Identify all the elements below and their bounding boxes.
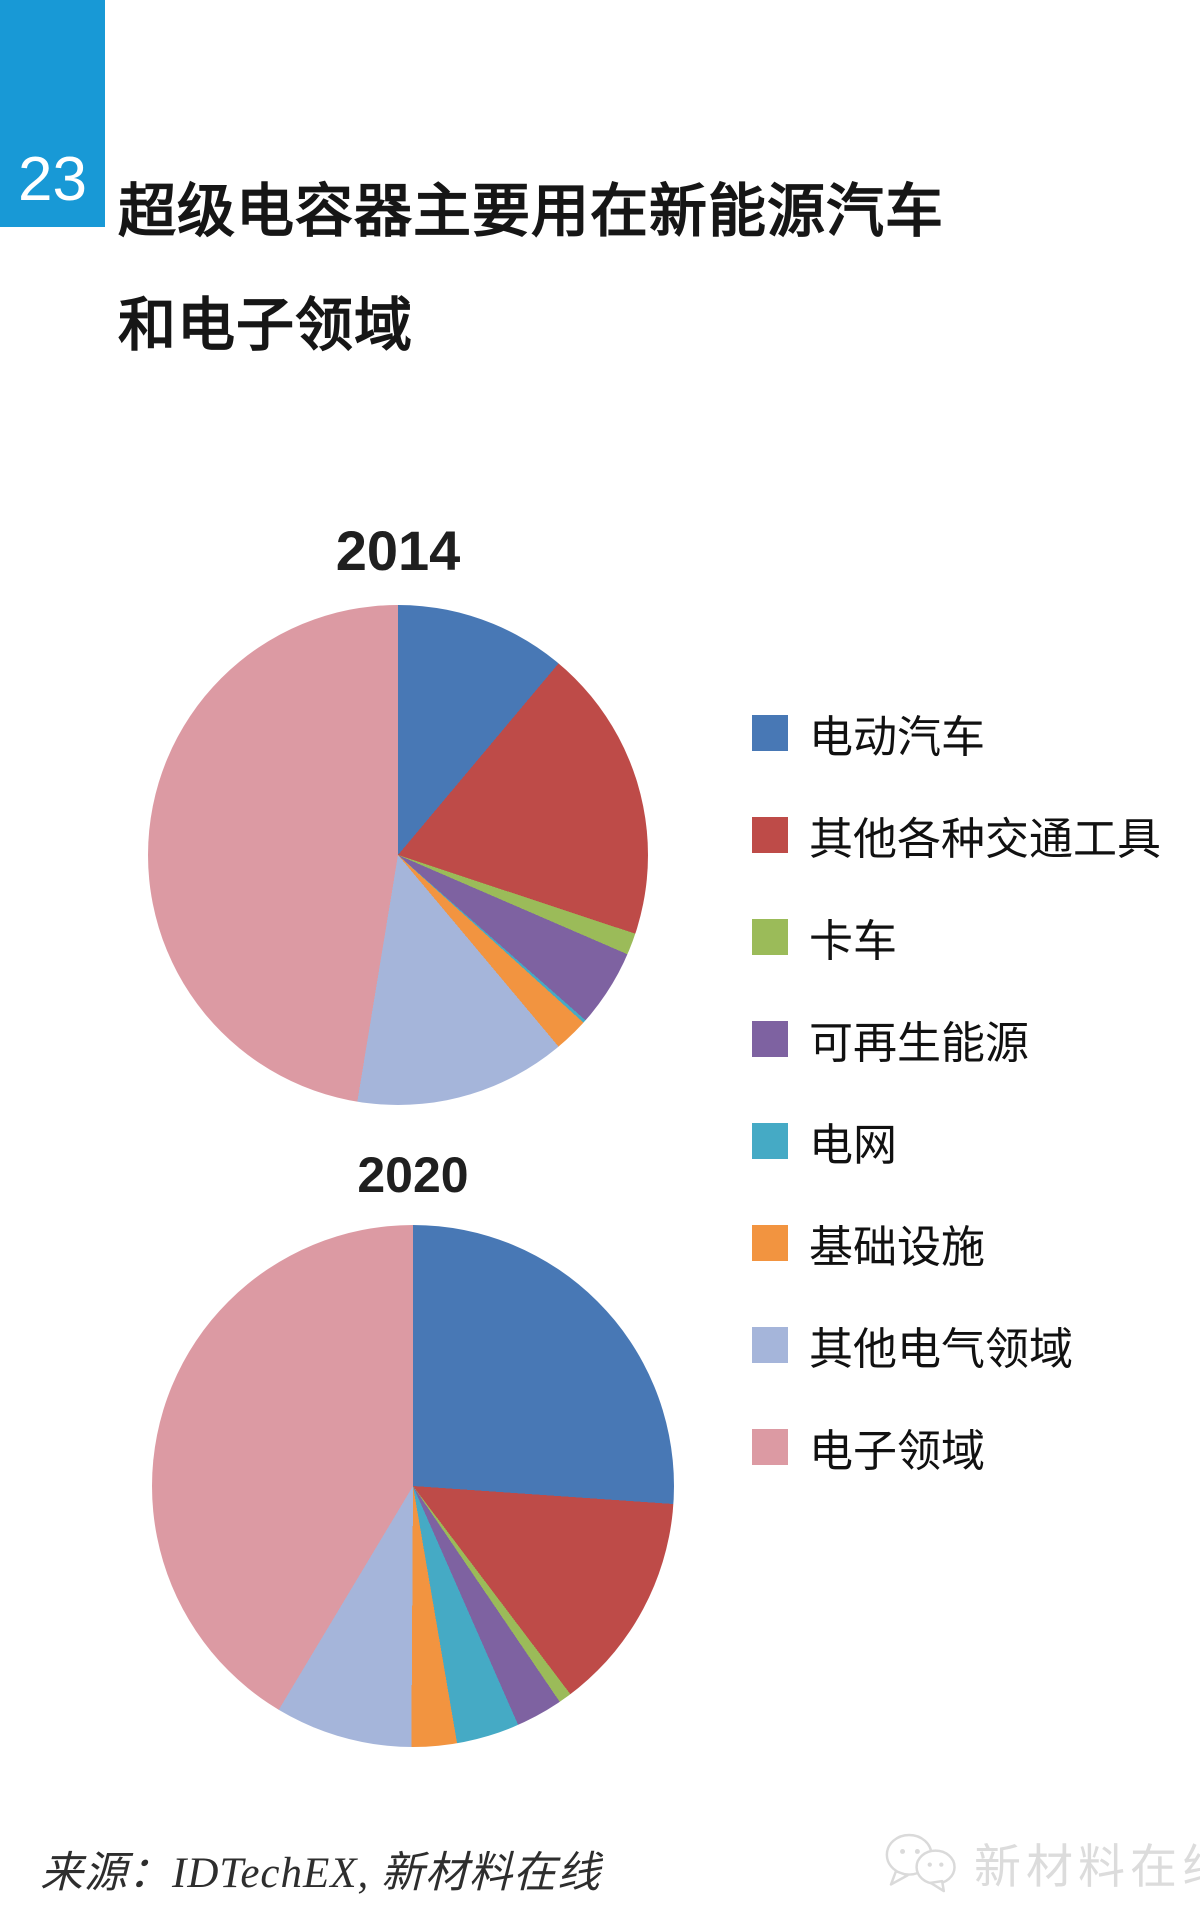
pie-chart-2020 — [152, 1225, 674, 1747]
page-number-badge: 23 — [0, 0, 105, 227]
legend-chip-power-grid — [752, 1123, 788, 1159]
legend-chip-electric-vehicles — [752, 715, 788, 751]
source-credit: 来源：IDTechEX, 新材料在线 — [40, 1850, 602, 1897]
legend-label: 电动汽车 — [809, 713, 985, 762]
legend-chip-other-electrical — [752, 1327, 788, 1363]
legend-label: 其他各种交通工具 — [809, 815, 1161, 864]
legend-row-renewable-energy: 可再生能源 — [752, 988, 1192, 1090]
legend-row-electronics: 电子领域 — [752, 1396, 1192, 1498]
slide-title: 超级电容器主要用在新能源汽车 和电子领域 — [118, 155, 1138, 383]
legend-label: 电子领域 — [809, 1427, 985, 1476]
legend-label: 基础设施 — [809, 1223, 985, 1272]
legend: 电动汽车 其他各种交通工具 卡车 可再生能源 电网 基础设施 其他电气领域 电 — [752, 682, 1192, 1498]
pie-2020-title: 2020 — [357, 1147, 469, 1203]
legend-chip-infrastructure — [752, 1225, 788, 1261]
legend-row-trucks: 卡车 — [752, 886, 1192, 988]
watermark-text: 新材料在线 — [974, 1840, 1200, 1893]
legend-chip-renewable-energy — [752, 1021, 788, 1057]
page-number: 23 — [18, 145, 87, 214]
legend-chip-trucks — [752, 919, 788, 955]
legend-chip-other-transport — [752, 817, 788, 853]
watermark: 新材料在线 — [882, 1828, 1200, 1897]
pie-2014-title: 2014 — [335, 519, 461, 582]
slide-title-line1: 超级电容器主要用在新能源汽车 — [118, 179, 945, 244]
legend-label: 可再生能源 — [809, 1019, 1029, 1068]
pie-chart-2014 — [148, 605, 648, 1105]
legend-row-other-electrical: 其他电气领域 — [752, 1294, 1192, 1396]
slide-title-line2: 和电子领域 — [118, 293, 414, 358]
legend-row-infrastructure: 基础设施 — [752, 1192, 1192, 1294]
legend-label: 卡车 — [809, 917, 897, 966]
legend-label: 电网 — [809, 1121, 897, 1170]
legend-chip-electronics — [752, 1429, 788, 1465]
legend-label: 其他电气领域 — [809, 1325, 1073, 1374]
legend-row-electric-vehicles: 电动汽车 — [752, 682, 1192, 784]
wechat-bubbles-icon — [885, 1833, 956, 1892]
legend-row-other-transport: 其他各种交通工具 — [752, 784, 1192, 886]
legend-row-power-grid: 电网 — [752, 1090, 1192, 1192]
